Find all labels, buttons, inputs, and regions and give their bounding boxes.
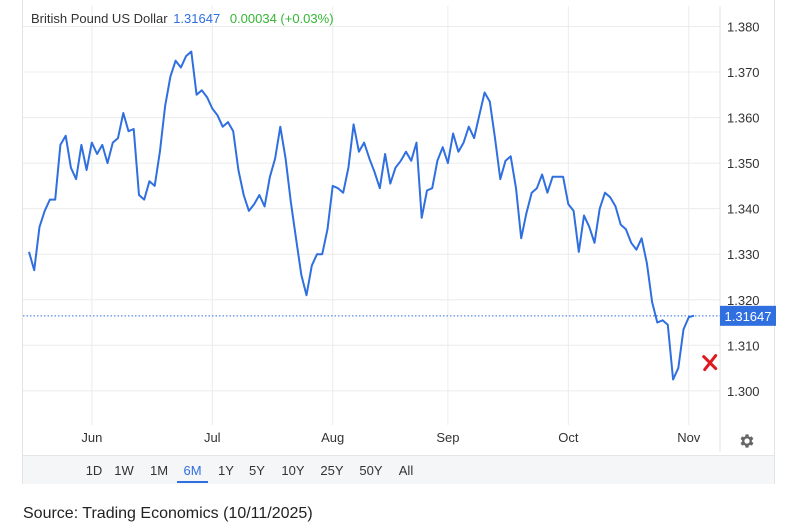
red-x-marker [702, 354, 718, 372]
range-button-10y[interactable]: 10Y [281, 463, 305, 478]
marker-stroke [703, 354, 718, 372]
source-caption: Source: Trading Economics (10/11/2025) [23, 505, 313, 522]
last-value-label: 1.31647 [725, 309, 772, 324]
y-tick-label: 1.330 [727, 247, 760, 262]
range-button-all[interactable]: All [398, 463, 414, 478]
chart-header: British Pound US Dollar 1.31647 0.00034 … [31, 11, 334, 26]
chart-panel [22, 0, 775, 484]
range-button-50y[interactable]: 50Y [359, 463, 383, 478]
last-value-tag: 1.31647 [720, 305, 776, 326]
y-tick-label: 1.380 [727, 19, 760, 34]
x-tick-label: Aug [321, 430, 344, 445]
y-tick-label: 1.350 [727, 156, 760, 171]
range-button-6m[interactable]: 6M [177, 456, 208, 483]
price-change: 0.00034 (+0.03%) [229, 11, 334, 26]
y-tick-label: 1.320 [727, 293, 760, 308]
x-tick-label: Jun [81, 430, 102, 445]
y-tick-label: 1.300 [727, 384, 760, 399]
x-tick-label: Jul [204, 430, 221, 445]
gear-icon[interactable] [738, 432, 756, 450]
range-button-5y[interactable]: 5Y [249, 463, 265, 478]
y-tick-label: 1.370 [727, 65, 760, 80]
range-button-1d[interactable]: 1D [85, 463, 103, 478]
current-price: 1.31647 [173, 11, 221, 26]
y-tick-label: 1.340 [727, 202, 760, 217]
x-tick-label: Nov [677, 430, 701, 445]
range-button-1w[interactable]: 1W [114, 463, 134, 478]
range-button-1y[interactable]: 1Y [218, 463, 234, 478]
range-button-1m[interactable]: 1M [149, 463, 169, 478]
range-button-25y[interactable]: 25Y [320, 463, 344, 478]
y-tick-label: 1.360 [727, 111, 760, 126]
series-line [28, 50, 695, 381]
x-tick-label: Oct [558, 430, 579, 445]
last-value-tag-bg [720, 305, 776, 326]
time-range-bar: 1D 1W 1M 6M 1Y 5Y 10Y 25Y 50Y All [23, 455, 774, 484]
instrument-name: British Pound US Dollar [31, 11, 168, 26]
y-tick-label: 1.310 [727, 338, 760, 353]
x-tick-label: Sep [436, 430, 459, 445]
